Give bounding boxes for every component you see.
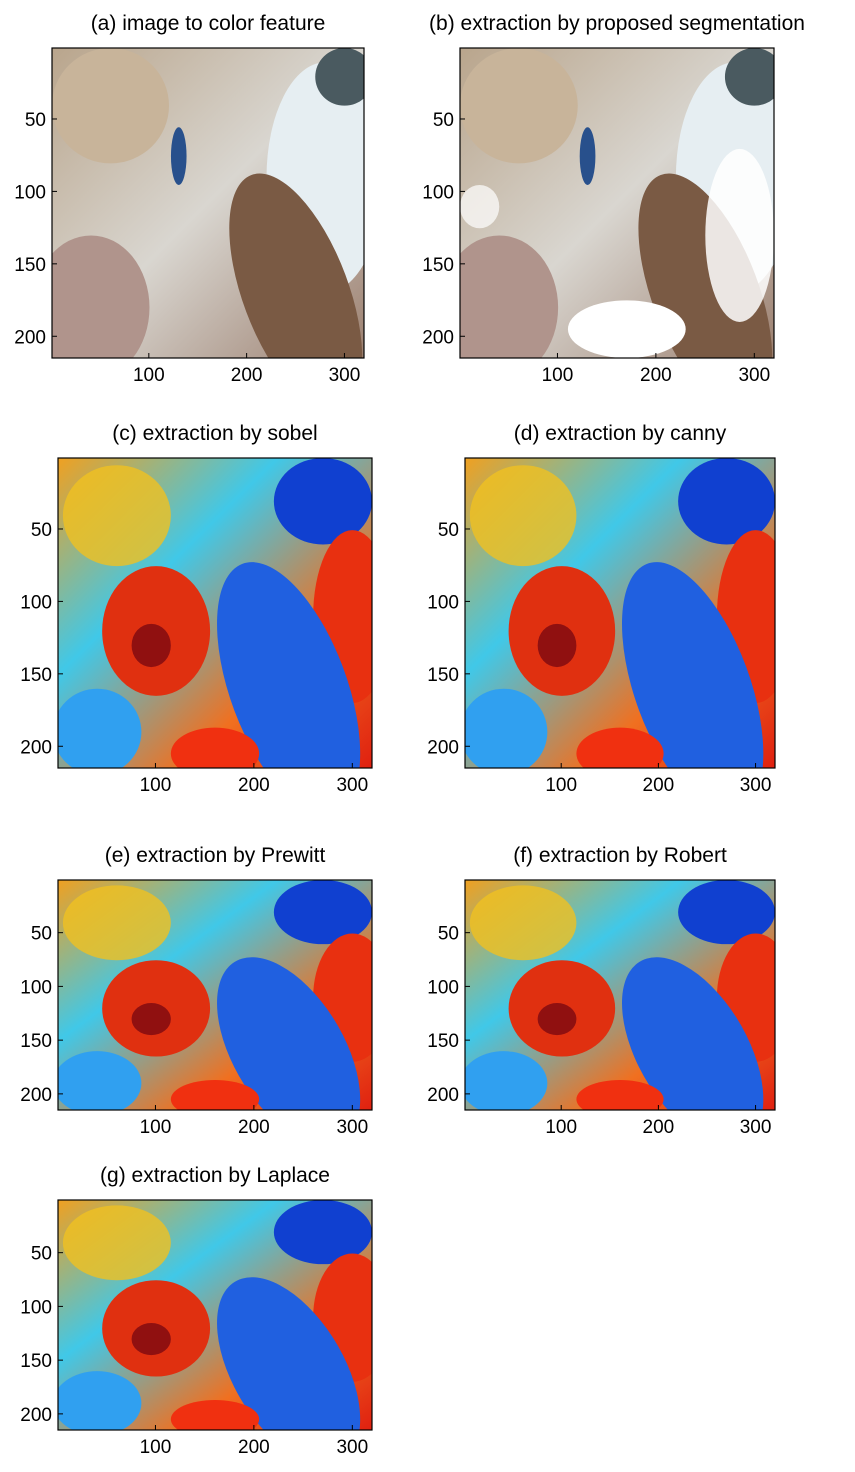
- y-tick-label: 50: [31, 924, 52, 945]
- axes-frame: [464, 879, 776, 1111]
- x-tick-label: 200: [238, 1437, 270, 1458]
- y-tick-label: 200: [427, 1085, 459, 1106]
- x-tick-label: 200: [640, 365, 672, 386]
- x-tick-label: 300: [329, 365, 361, 386]
- x-tick-label: 100: [545, 1117, 577, 1138]
- x-tick-label: 200: [238, 1117, 270, 1138]
- panel: (g) extraction by Laplace 100 200 300 50 100 1…: [20, 1164, 373, 1458]
- y-tick-label: 200: [422, 327, 454, 348]
- panel-title: (d) extraction by canny: [514, 422, 727, 445]
- x-tick-label: 100: [133, 365, 165, 386]
- axes-frame: [464, 457, 776, 769]
- y-tick-label: 100: [20, 1297, 52, 1318]
- y-tick-label: 150: [14, 255, 46, 276]
- x-tick-label: 300: [740, 775, 772, 796]
- x-tick-label: 300: [336, 1437, 368, 1458]
- x-tick-label: 100: [140, 1437, 172, 1458]
- y-tick-label: 150: [20, 1031, 52, 1052]
- panel-title: (e) extraction by Prewitt: [105, 844, 326, 867]
- image: [52, 48, 364, 358]
- x-tick-label: 300: [738, 365, 770, 386]
- panel: (d) extraction by canny 100 200 300 50 100 150…: [427, 422, 776, 796]
- y-tick-label: 200: [20, 737, 52, 758]
- y-tick-label: 50: [31, 1244, 52, 1265]
- x-tick-label: 200: [643, 1117, 675, 1138]
- axes-frame: [57, 879, 373, 1111]
- panel: (a) image to color feature 100 200 300 50 100…: [14, 12, 365, 386]
- y-tick-label: 150: [20, 1351, 52, 1372]
- y-tick-label: 150: [427, 665, 459, 686]
- x-tick-label: 200: [643, 775, 675, 796]
- panel-title: (a) image to color feature: [91, 12, 326, 35]
- x-tick-label: 100: [545, 775, 577, 796]
- axes-frame: [57, 457, 373, 769]
- panel: (f) extraction by Robert 100 200 300 50 100 15…: [427, 844, 776, 1138]
- x-tick-label: 300: [740, 1117, 772, 1138]
- x-tick-label: 100: [542, 365, 574, 386]
- panel-title: (f) extraction by Robert: [513, 844, 727, 867]
- x-tick-label: 300: [336, 1117, 368, 1138]
- x-tick-label: 100: [140, 1117, 172, 1138]
- y-tick-label: 200: [427, 737, 459, 758]
- y-tick-label: 100: [422, 182, 454, 203]
- y-tick-label: 100: [20, 977, 52, 998]
- axes-frame: [57, 1199, 373, 1431]
- y-tick-label: 100: [427, 592, 459, 613]
- x-tick-label: 100: [140, 775, 172, 796]
- y-tick-label: 100: [14, 182, 46, 203]
- y-tick-label: 150: [427, 1031, 459, 1052]
- y-tick-label: 100: [20, 592, 52, 613]
- panel-title: (b) extraction by proposed segmentation: [429, 12, 805, 35]
- y-tick-label: 200: [20, 1085, 52, 1106]
- y-tick-label: 50: [25, 110, 46, 131]
- x-tick-label: 300: [336, 775, 368, 796]
- panel-title: (c) extraction by sobel: [112, 422, 317, 445]
- panel: (e) extraction by Prewitt 100 200 300 50 100 1…: [20, 844, 373, 1138]
- axes-frame: [459, 47, 775, 359]
- y-tick-label: 150: [20, 665, 52, 686]
- panel: (c) extraction by sobel 100 200 300 50 100 150…: [20, 422, 373, 796]
- y-tick-label: 50: [438, 520, 459, 541]
- y-tick-label: 50: [433, 110, 454, 131]
- image: [440, 48, 799, 447]
- y-tick-label: 100: [427, 977, 459, 998]
- y-tick-label: 50: [31, 520, 52, 541]
- x-tick-label: 200: [231, 365, 263, 386]
- x-tick-label: 200: [238, 775, 270, 796]
- y-tick-label: 50: [438, 924, 459, 945]
- y-tick-label: 200: [14, 327, 46, 348]
- panel: (b) extraction by proposed segmentation 1…: [422, 12, 805, 447]
- axes-frame: [51, 47, 365, 359]
- image: [58, 1200, 372, 1430]
- y-tick-label: 200: [20, 1405, 52, 1426]
- y-tick-label: 150: [422, 255, 454, 276]
- panel-title: (g) extraction by Laplace: [100, 1164, 330, 1187]
